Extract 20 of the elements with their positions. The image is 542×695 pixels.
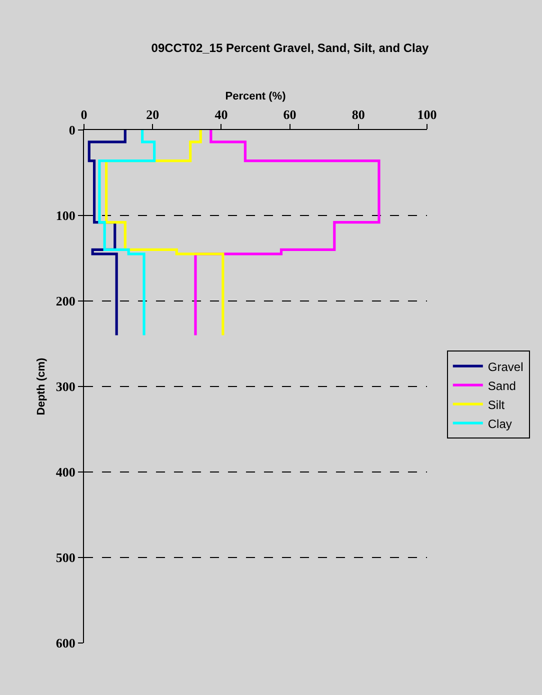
- x-tick-label: 80: [352, 106, 365, 122]
- x-axis-title: Percent (%): [225, 90, 286, 102]
- legend-label: Gravel: [488, 360, 524, 374]
- y-tick-label: 100: [56, 208, 76, 224]
- y-axis-title: Depth (cm): [36, 357, 48, 416]
- y-tick-label: 600: [56, 636, 76, 651]
- y-tick-label: 500: [56, 550, 76, 566]
- legend-label: Silt: [488, 398, 506, 412]
- y-tick-label: 300: [56, 379, 76, 394]
- legend-label: Sand: [488, 378, 516, 393]
- y-tick-label: 0: [68, 122, 76, 138]
- x-tick-label: 40: [214, 106, 228, 122]
- y-tick-label: 200: [56, 294, 76, 309]
- y-tick-label: 400: [56, 464, 76, 480]
- legend-label: Clay: [488, 416, 512, 431]
- x-tick-label: 60: [283, 106, 296, 122]
- chart-title: 09CCT02_15 Percent Gravel, Sand, Silt, and Clay: [151, 41, 430, 56]
- x-tick-label: 20: [146, 106, 160, 122]
- x-tick-label: 0: [80, 106, 88, 122]
- x-tick-label: 100: [417, 106, 437, 122]
